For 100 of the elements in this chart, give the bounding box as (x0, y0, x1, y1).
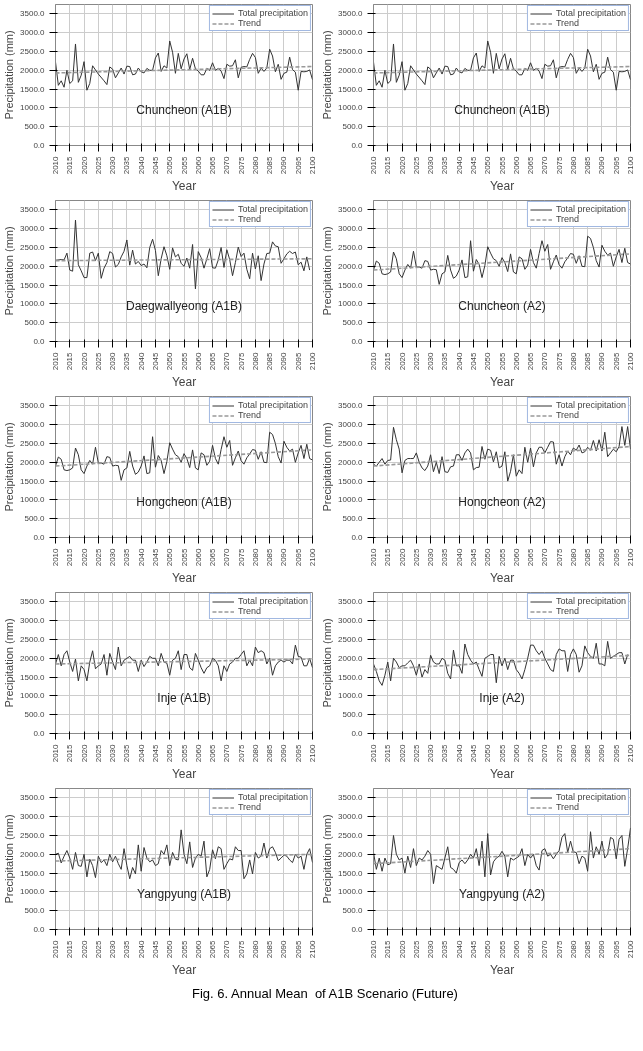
y-tick-label: 2000.0 (20, 457, 46, 467)
y-tick-label: 3000.0 (20, 28, 46, 38)
y-tick-label: 3500.0 (338, 793, 364, 803)
x-axis-title: Year (489, 963, 515, 978)
x-tick-label: 2075 (554, 743, 564, 763)
y-tick-label: 3500.0 (338, 597, 364, 607)
x-tick-label: 2085 (583, 155, 593, 175)
x-tick-label: 2100 (308, 547, 317, 567)
x-tick-label: 2040 (454, 351, 464, 371)
text: Chuncheon (A1B) (454, 103, 550, 118)
x-tick-label: 2030 (108, 351, 118, 371)
y-tick-label: 500.0 (342, 710, 364, 720)
x-tick-label: 2090 (279, 939, 289, 959)
y-tick-label: 3500.0 (20, 597, 46, 607)
x-tick-label: 2010 (51, 155, 60, 175)
x-tick-label: 2050 (483, 547, 493, 567)
x-tick-label: 2035 (122, 743, 132, 763)
x-tick-label: 2085 (265, 155, 275, 175)
legend-label: Total precipitation (237, 204, 308, 214)
y-tick-label: 3000.0 (338, 28, 364, 38)
x-tick-label: 2040 (136, 939, 146, 959)
y-axis-title: Precipitation (mm) (3, 226, 16, 316)
x-tick-label: 2060 (511, 939, 521, 959)
x-tick-label: 2090 (279, 743, 289, 763)
x-tick-label: 2035 (122, 939, 132, 959)
x-axis-title: Year (171, 767, 197, 782)
y-tick-label: 2000.0 (338, 849, 364, 859)
y-tick-label: 1000.0 (20, 691, 46, 701)
y-tick-label: 2000.0 (338, 261, 364, 271)
legend-label: Total precipitation (555, 204, 626, 214)
x-tick-label: 2045 (468, 351, 478, 371)
y-tick-label: 2000.0 (20, 653, 46, 663)
legend-label: Total precipitation (237, 400, 308, 410)
legend-label: Total precipitation (555, 400, 626, 410)
x-axis-title: Year (171, 963, 197, 978)
x-tick-label: 2020 (79, 351, 89, 371)
x-tick-label: 2095 (293, 547, 303, 567)
x-tick-label: 2095 (611, 547, 621, 567)
x-tick-label: 2050 (483, 939, 493, 959)
x-tick-label: 2100 (626, 743, 635, 763)
x-tick-label: 2100 (308, 351, 317, 371)
x-tick-label: 2050 (165, 547, 175, 567)
x-tick-label: 2055 (497, 939, 507, 959)
text: Yangpyung (A2) (459, 887, 545, 902)
legend-label: Trend (237, 802, 262, 812)
y-tick-label: 0.0 (351, 141, 364, 150)
y-tick-label: 0.0 (33, 925, 46, 934)
x-tick-label: 2035 (440, 547, 450, 567)
y-tick-label: 1000.0 (338, 103, 364, 113)
x-tick-label: 2100 (626, 155, 635, 175)
y-tick-label: 3000.0 (338, 812, 364, 822)
x-tick-label: 2080 (250, 351, 260, 371)
x-tick-label: 2040 (136, 547, 146, 567)
y-tick-label: 0.0 (33, 533, 46, 542)
y-tick-label: 3500.0 (20, 401, 46, 411)
x-tick-label: 2050 (165, 351, 175, 371)
y-tick-label: 1000.0 (338, 495, 364, 505)
x-tick-label: 2050 (483, 155, 493, 175)
x-tick-label: 2085 (265, 547, 275, 567)
y-tick-label: 0.0 (33, 141, 46, 150)
y-tick-label: 1500.0 (338, 868, 364, 878)
y-tick-label: 0.0 (351, 729, 364, 738)
y-tick-label: 1500.0 (20, 672, 46, 682)
y-tick-label: 2500.0 (20, 635, 46, 644)
y-tick-label: 1000.0 (338, 299, 364, 309)
x-tick-label: 2060 (193, 155, 203, 175)
x-tick-label: 2060 (511, 743, 521, 763)
x-tick-label: 2010 (369, 351, 378, 371)
x-tick-label: 2025 (93, 939, 103, 959)
y-tick-label: 0.0 (33, 337, 46, 346)
x-tick-label: 2100 (626, 939, 635, 959)
x-tick-label: 2065 (208, 351, 218, 371)
x-tick-label: 2080 (568, 351, 578, 371)
x-tick-label: 2075 (554, 547, 564, 567)
x-tick-label: 2065 (526, 547, 536, 567)
y-tick-label: 3000.0 (338, 420, 364, 430)
legend-label: Trend (237, 606, 262, 616)
y-tick-label: 3500.0 (338, 205, 364, 215)
x-tick-label: 2015 (65, 743, 75, 763)
x-tick-label: 2045 (468, 939, 478, 959)
x-tick-label: 2015 (65, 547, 75, 567)
x-tick-label: 2090 (597, 155, 607, 175)
x-tick-label: 2075 (554, 939, 564, 959)
x-tick-label: 2010 (369, 939, 378, 959)
x-tick-label: 2065 (208, 155, 218, 175)
x-axis-title: Year (171, 179, 197, 194)
y-tick-label: 2000.0 (338, 457, 364, 467)
x-tick-label: 2035 (440, 351, 450, 371)
x-tick-label: 2095 (611, 743, 621, 763)
x-axis-title: Year (489, 571, 515, 586)
x-tick-label: 2060 (193, 939, 203, 959)
x-tick-label: 2035 (122, 351, 132, 371)
x-tick-label: 2085 (583, 351, 593, 371)
y-axis-title: Precipitation (mm) (3, 30, 16, 120)
x-tick-label: 2035 (440, 155, 450, 175)
x-tick-label: 2090 (279, 155, 289, 175)
x-tick-label: 2060 (511, 547, 521, 567)
x-tick-label: 2065 (208, 743, 218, 763)
y-tick-label: 3500.0 (338, 9, 364, 19)
x-tick-label: 2100 (626, 547, 635, 567)
